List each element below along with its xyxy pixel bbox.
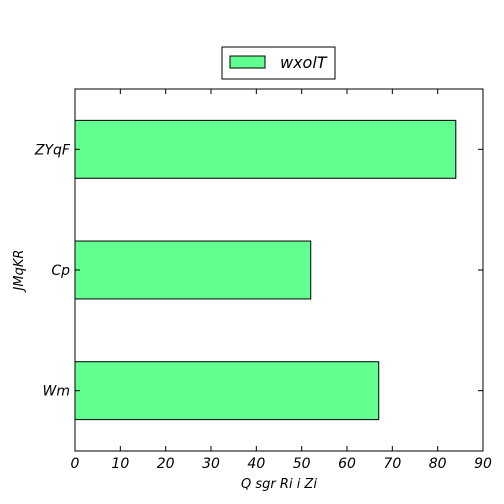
x-tick-label: 40 [247, 456, 265, 472]
x-axis-ticks: 0 10 20 30 40 50 60 70 80 90 [71, 89, 492, 472]
bar-ZYqF [74, 119, 457, 179]
bars [74, 119, 457, 421]
y-axis-ticks: ZYqF Cp Wm [34, 142, 483, 400]
x-axis-title: Q sgr Ri i Zi [241, 477, 317, 492]
x-tick-label: 10 [111, 456, 129, 472]
bar-Wm [74, 361, 380, 421]
legend: wxolT [221, 46, 336, 80]
y-tick-label: ZYqF [34, 142, 71, 158]
legend-swatch [229, 55, 266, 69]
x-tick-label: 60 [338, 456, 356, 472]
bar-Cp [74, 240, 312, 300]
x-tick-label: 30 [202, 456, 220, 472]
x-tick-label: 80 [429, 456, 447, 472]
y-axis-title: JMqKR [12, 250, 27, 294]
legend-label: wxolT [280, 53, 328, 72]
x-tick-label: 50 [293, 456, 311, 472]
x-tick-label: 20 [157, 456, 175, 472]
y-tick-label: Wm [43, 384, 70, 400]
y-tick-label: Cp [51, 263, 70, 279]
x-tick-label: 90 [474, 456, 492, 472]
x-tick-label: 0 [71, 456, 80, 472]
x-tick-label: 70 [383, 456, 401, 472]
